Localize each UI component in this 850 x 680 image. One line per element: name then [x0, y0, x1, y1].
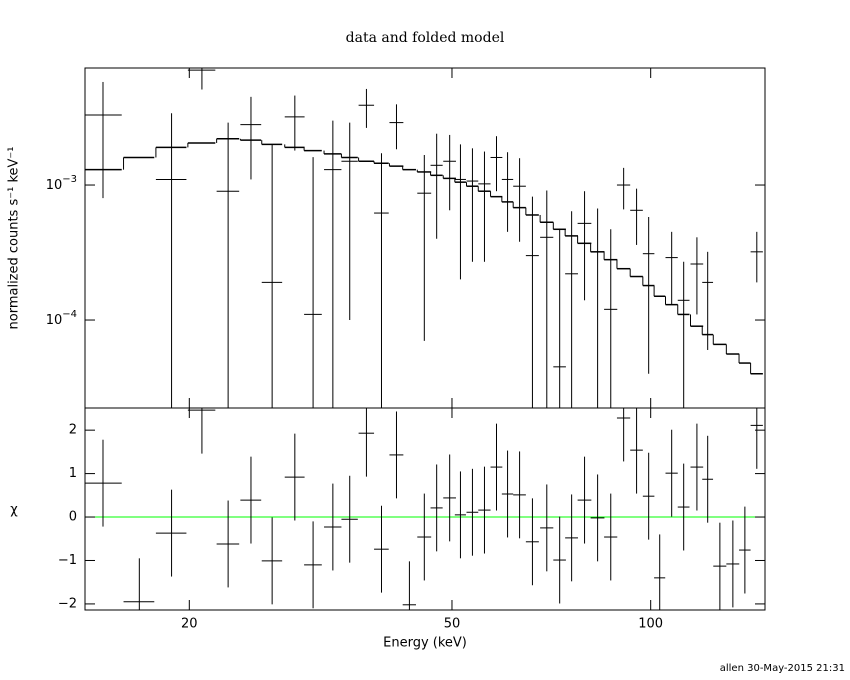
- y-tick-label: 10−3: [46, 174, 77, 193]
- top-panel-marks: [85, 68, 763, 408]
- x-tick-label: 20: [181, 617, 198, 632]
- footer: allen 30-May-2015 21:31: [720, 663, 845, 674]
- y-tick-base: 10: [46, 313, 63, 328]
- y-tick-exponent: −3: [62, 174, 77, 185]
- y-tick-label: 2: [69, 423, 77, 438]
- bottom-panel-marks: [85, 408, 765, 610]
- y-tick-label: 10−4: [46, 309, 77, 328]
- y-tick-label: −1: [58, 553, 77, 568]
- y-tick-label: 1: [69, 466, 77, 481]
- y-axis-label: χ: [10, 503, 18, 518]
- y-axis-label: normalized counts s⁻¹ keV⁻¹: [7, 147, 22, 330]
- x-tick-label: 100: [638, 617, 663, 632]
- y-tick-label: −2: [58, 596, 77, 611]
- y-tick-exponent: −4: [62, 309, 77, 320]
- x-tick-label: 50: [444, 617, 461, 632]
- y-tick-base: 10: [46, 178, 63, 193]
- chart-title: data and folded model: [346, 30, 505, 46]
- y-tick-label: 0: [69, 510, 77, 525]
- x-axis-label: Energy (keV): [383, 636, 467, 651]
- bottom-frame: [84, 407, 766, 611]
